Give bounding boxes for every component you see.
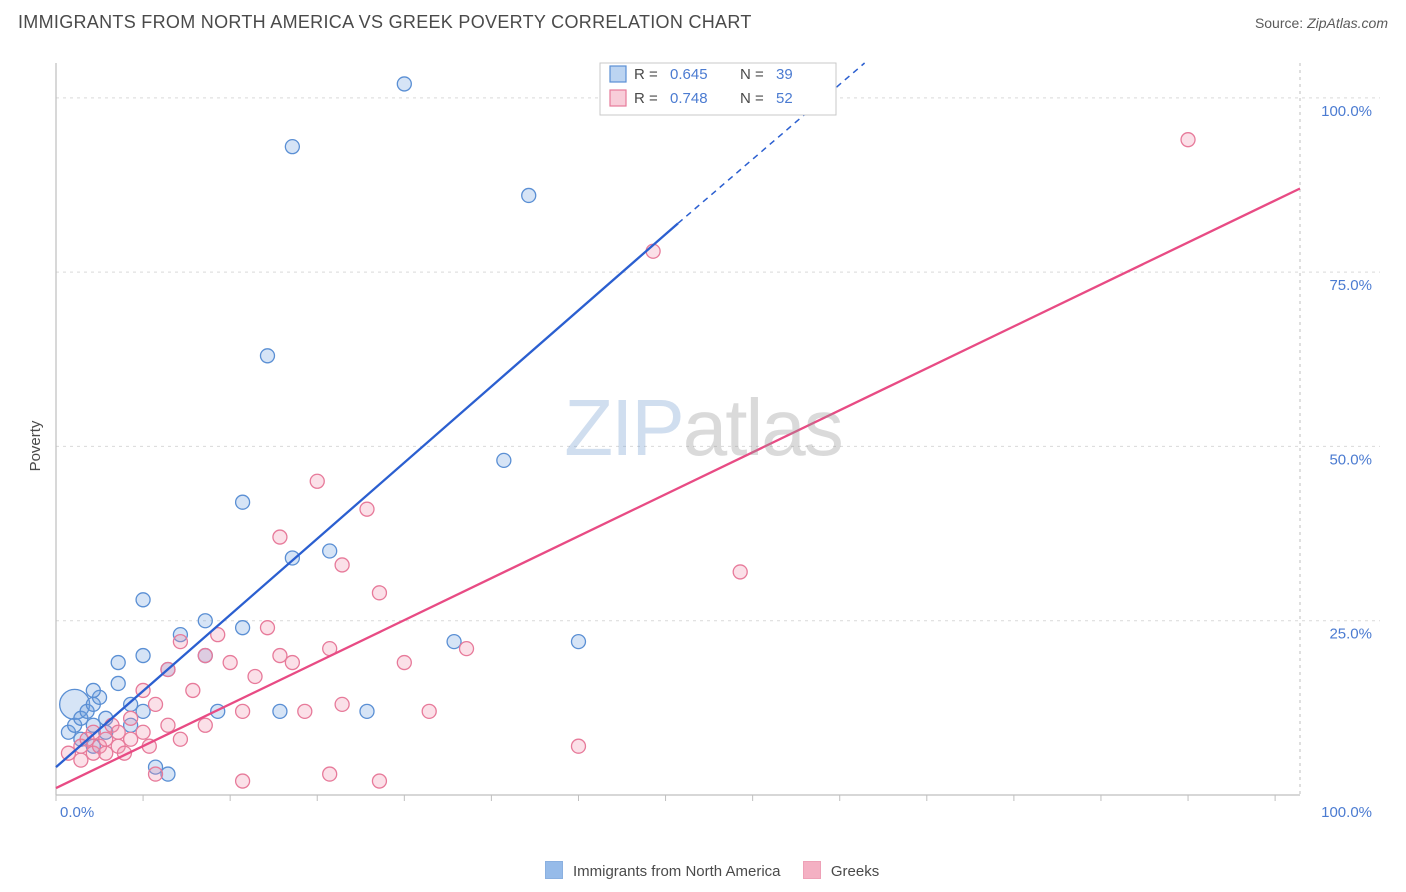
scatter-point [335,558,349,572]
legend-n-value: 39 [776,66,793,83]
scatter-point [161,718,175,732]
scatter-point [273,530,287,544]
legend-r-label: R = [634,66,658,83]
x-tick-label: 100.0% [1321,804,1372,821]
scatter-point [260,349,274,363]
scatter-point [522,188,536,202]
scatter-point [111,676,125,690]
scatter-point [285,656,299,670]
legend-r-label: R = [634,90,658,107]
scatter-point [236,495,250,509]
scatter-point [372,774,386,788]
scatter-point [571,635,585,649]
source-value: ZipAtlas.com [1307,15,1388,31]
scatter-point [273,704,287,718]
scatter-point [136,649,150,663]
scatter-point [372,586,386,600]
legend-label-na: Immigrants from North America [573,863,781,880]
scatter-point [124,697,138,711]
scatter-point [733,565,747,579]
y-tick-label: 25.0% [1329,626,1372,643]
x-tick-label: 0.0% [60,804,94,821]
scatter-point [124,732,138,746]
bottom-legend: Immigrants from North America Greeks [0,861,1406,880]
scatter-point [86,683,100,697]
scatter-point [236,704,250,718]
scatter-point [497,453,511,467]
scatter-point [298,704,312,718]
legend-n-label: N = [740,90,764,107]
legend-r-value: 0.748 [670,90,708,107]
scatter-point [248,669,262,683]
y-tick-label: 75.0% [1329,277,1372,294]
scatter-point [124,711,138,725]
scatter-point [323,767,337,781]
scatter-point [260,621,274,635]
scatter-point [285,140,299,154]
scatter-point [111,725,125,739]
scatter-point [223,656,237,670]
scatter-point [136,593,150,607]
scatter-point [422,704,436,718]
legend-swatch [610,90,626,106]
scatter-point [136,725,150,739]
legend-r-value: 0.645 [670,66,708,83]
scatter-point [460,642,474,656]
scatter-point [236,774,250,788]
chart-title: IMMIGRANTS FROM NORTH AMERICA VS GREEK P… [18,12,752,33]
scatter-point [149,767,163,781]
scatter-point [74,753,88,767]
scatter-point [397,77,411,91]
legend-swatch [610,66,626,82]
scatter-point [310,474,324,488]
scatter-point [173,732,187,746]
legend-swatch-gr [803,861,821,879]
legend-swatch-na [545,861,563,879]
scatter-point [86,725,100,739]
regression-line [56,223,678,767]
scatter-point [186,683,200,697]
scatter-point [111,656,125,670]
scatter-point [335,697,349,711]
scatter-point [447,635,461,649]
scatter-point [360,704,374,718]
y-axis-label: Poverty [27,421,44,472]
scatter-point [198,718,212,732]
header: IMMIGRANTS FROM NORTH AMERICA VS GREEK P… [18,12,1388,33]
scatter-point [285,551,299,565]
legend-n-value: 52 [776,90,793,107]
scatter-point [136,704,150,718]
y-tick-label: 100.0% [1321,103,1372,120]
scatter-point [99,732,113,746]
regression-line [56,188,1300,788]
legend-label-gr: Greeks [831,863,879,880]
scatter-point [323,544,337,558]
source-credit: Source: ZipAtlas.com [1255,15,1388,31]
source-label: Source: [1255,15,1303,31]
scatter-point [571,739,585,753]
scatter-point [236,621,250,635]
scatter-point [173,635,187,649]
scatter-point [149,697,163,711]
scatter-point [397,656,411,670]
legend-n-label: N = [740,66,764,83]
y-tick-label: 50.0% [1329,451,1372,468]
scatter-point [198,649,212,663]
scatter-point [360,502,374,516]
scatter-point [198,614,212,628]
scatter-point [273,649,287,663]
scatter-point [99,746,113,760]
scatter-point [1181,133,1195,147]
scatter-chart: 25.0% 50.0% 75.0% 100.0% 0.0% 100.0% R = 0.645 N… [50,55,1380,825]
